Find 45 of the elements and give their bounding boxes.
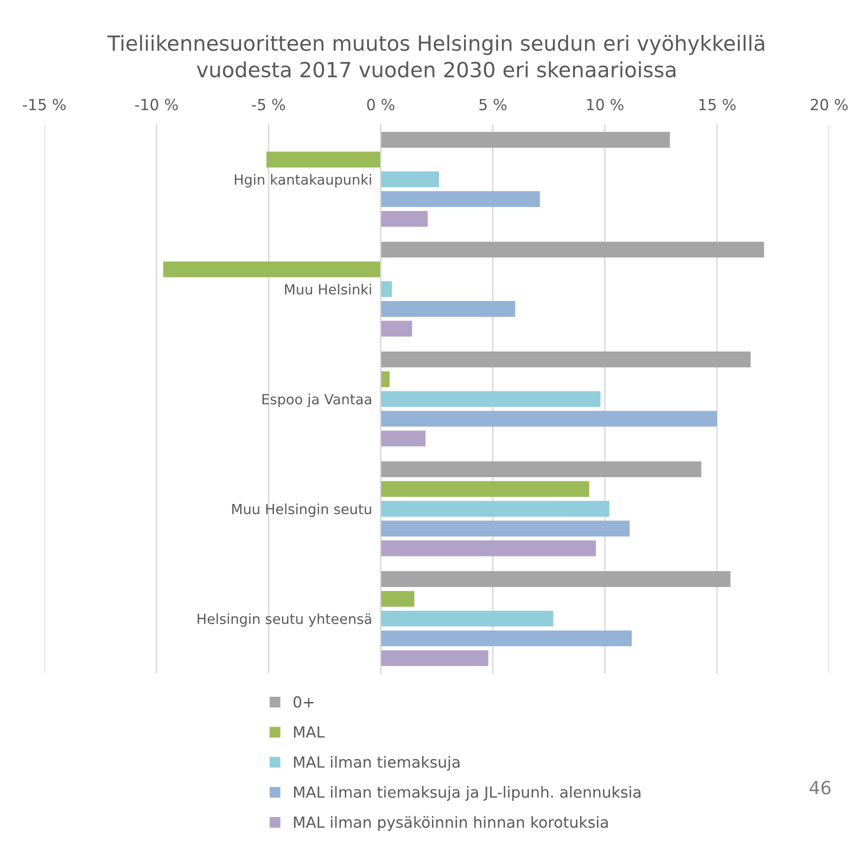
bar (380, 281, 392, 298)
bar (163, 261, 381, 278)
y-tick-label: Hgin kantakaupunki (234, 174, 372, 188)
y-tick-label: Helsingin seutu yhteensä (198, 613, 372, 627)
x-tick-label: 5 % (479, 98, 506, 110)
bar (380, 630, 632, 646)
legend-label: 0+ (294, 696, 314, 708)
bar (380, 610, 554, 627)
legend-label: MAL ilman tiemaksuja ja JL-lipunh. alennuksia (294, 786, 640, 801)
bar (380, 571, 730, 587)
bar (266, 152, 381, 168)
bar (380, 391, 600, 407)
x-tick-label: -5 % (252, 98, 286, 110)
bar (380, 540, 596, 556)
bar (380, 430, 426, 446)
bar (380, 500, 610, 517)
bar (380, 320, 412, 337)
bar (380, 301, 516, 317)
chart-title: Tieliikennesuoritteen muutos Helsingin seudun eri vyöhykkeillä vuodesta 2017 vuoden 2030 eri skenaarioissa (107, 34, 764, 78)
x-tick-label: 15 % (699, 98, 736, 110)
x-tick-label: -10 % (135, 98, 178, 110)
legend-label: MAL ilman tiemaksuja (294, 756, 460, 771)
x-tick-label: 0 % (367, 98, 394, 110)
y-tick-label: Muu Helsingin seutu (232, 504, 372, 517)
x-tick-label: -15 % (22, 98, 66, 110)
legend-label: MAL ilman pysäköinnin hinnan korotuksia (294, 816, 608, 831)
bar (380, 650, 488, 666)
legend-label: MAL (294, 726, 325, 738)
y-tick-label: Muu Helsinki (285, 284, 372, 295)
text: 46 (810, 780, 831, 794)
x-tick-label: 20 % (810, 98, 848, 110)
bar (380, 352, 751, 368)
y-tick-label: Espoo ja Vantaa (262, 394, 372, 408)
bar (380, 210, 428, 227)
bar (380, 461, 702, 478)
bar (380, 132, 670, 148)
bar (380, 242, 764, 258)
bar (380, 410, 718, 427)
bar (380, 171, 439, 188)
bar (380, 590, 414, 607)
x-tick-label: 10 % (587, 98, 624, 110)
bar (380, 481, 590, 497)
bar (380, 371, 390, 388)
bar (380, 191, 540, 207)
bar (380, 520, 630, 536)
